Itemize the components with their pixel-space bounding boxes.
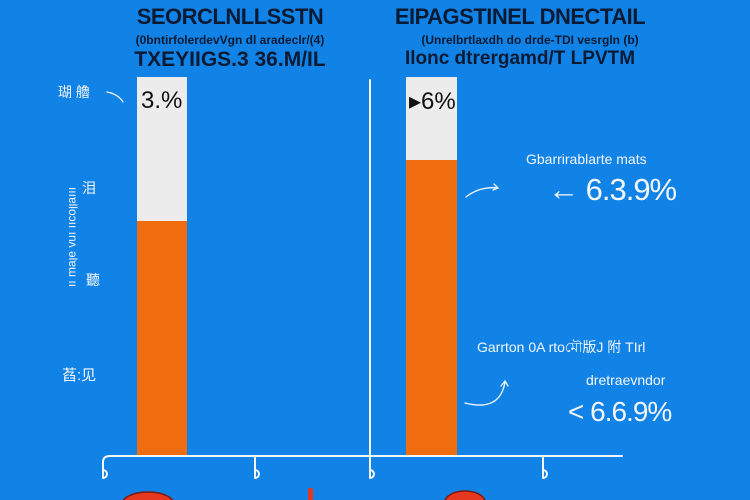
bar-left-label: 3.% xyxy=(141,87,183,114)
left-subtitle: (0bntirfolerdevVgn dl aradeclr/(4) xyxy=(135,33,325,47)
x-axis xyxy=(102,455,623,479)
arrow-icon xyxy=(465,187,499,198)
annotation-2-value: < 6.6.9% xyxy=(568,396,672,427)
tick-3 xyxy=(369,455,375,479)
red-shape xyxy=(444,490,486,500)
annotation-2-sub: dretraevndor xyxy=(586,372,666,388)
tick-1 xyxy=(102,469,108,479)
right-title: EIPAGSTINEL DNECTAIL xyxy=(394,4,646,29)
side-label-3: 聽 xyxy=(86,272,100,288)
bar-right-label: ▸6% xyxy=(409,88,456,115)
bar-left: 3.% xyxy=(137,77,187,455)
annotation-1-label: Gbarrirablarte mats xyxy=(526,151,647,167)
right-headline: Ilonc dtrergamd/T LPVTM xyxy=(404,48,636,69)
bar-right: ▸6% xyxy=(406,77,457,455)
arrow-icon xyxy=(464,381,506,406)
side-label-4: 萏:见 xyxy=(62,367,97,384)
right-subtitle: (Unrelbrtlaxdh do drde-TDI vesrgln (b) xyxy=(421,33,639,47)
bar-right-fill xyxy=(406,160,457,455)
side-label-1: 瑚 艪 xyxy=(58,84,90,100)
bar-left-fill xyxy=(137,220,187,455)
annotation-2-label: Garrton 0A rtoমৌ版J 附 TIrl xyxy=(477,339,646,355)
annotation-1-value: ← 6.3.9% xyxy=(548,172,677,207)
tick-2 xyxy=(254,455,260,479)
left-headline: TXEYIIGS.3 36.M/IL xyxy=(134,48,326,71)
tick-4 xyxy=(542,455,548,479)
side-label-2: 泪 xyxy=(82,180,96,196)
arrow-icon xyxy=(106,91,124,103)
left-title: SEORCLNLLSSTN xyxy=(136,4,324,29)
red-shape xyxy=(122,491,174,500)
red-shape xyxy=(308,488,313,500)
